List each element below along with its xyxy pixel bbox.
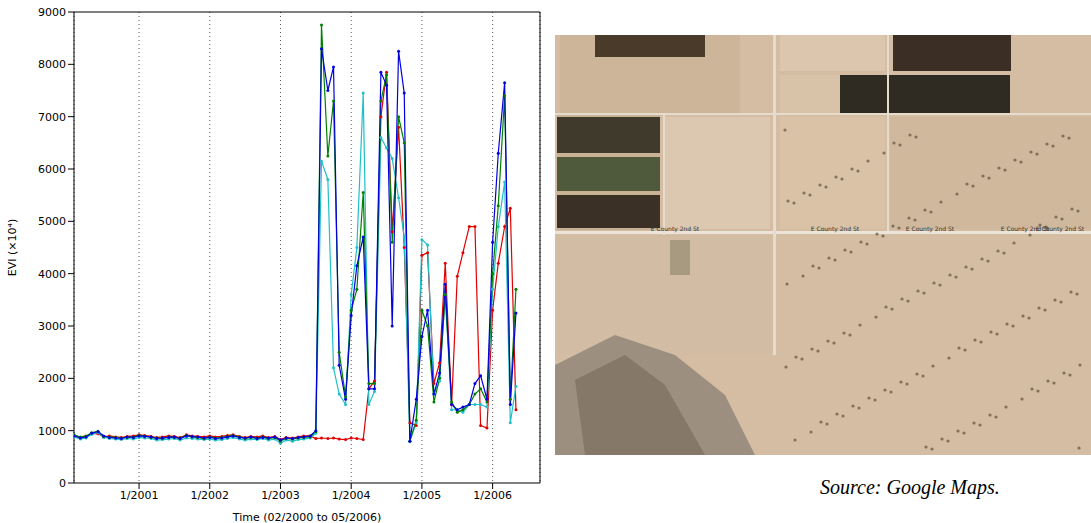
svg-text:E County 2nd St: E County 2nd St [811,225,860,233]
svg-text:1000: 1000 [38,425,66,438]
svg-text:1/2003: 1/2003 [261,489,300,502]
svg-text:E County 2nd St: E County 2nd St [1000,225,1050,232]
svg-text:1/2001: 1/2001 [120,489,159,502]
svg-text:4000: 4000 [38,268,66,281]
html-text:Source: Google Maps.: Source: Google Maps. [820,476,1000,498]
svg-text:E County 2nd St: E County 2nd St [1036,225,1085,233]
svg-text:E County 2nd St: E County 2nd St [906,225,955,233]
svg-text:1/2005: 1/2005 [403,489,442,502]
svg-text:3000: 3000 [38,320,66,333]
svg-text:9000: 9000 [38,6,66,19]
svg-text:8000: 8000 [38,58,66,71]
svg-text:EVI (×10⁴): EVI (×10⁴) [6,219,19,276]
svg-text:2000: 2000 [38,372,66,385]
svg-text:1/2006: 1/2006 [473,489,512,502]
svg-text:1/2004: 1/2004 [332,489,371,502]
svg-text:0: 0 [59,477,66,490]
svg-text:6000: 6000 [38,163,66,176]
svg-text:7000: 7000 [38,111,66,124]
svg-text:5000: 5000 [38,215,66,228]
svg-text:Time (02/2000 to 05/2006): Time (02/2000 to 05/2006) [232,511,381,523]
svg-text:E County 2nd St: E County 2nd St [651,225,700,233]
svg-text:1/2002: 1/2002 [190,489,229,502]
